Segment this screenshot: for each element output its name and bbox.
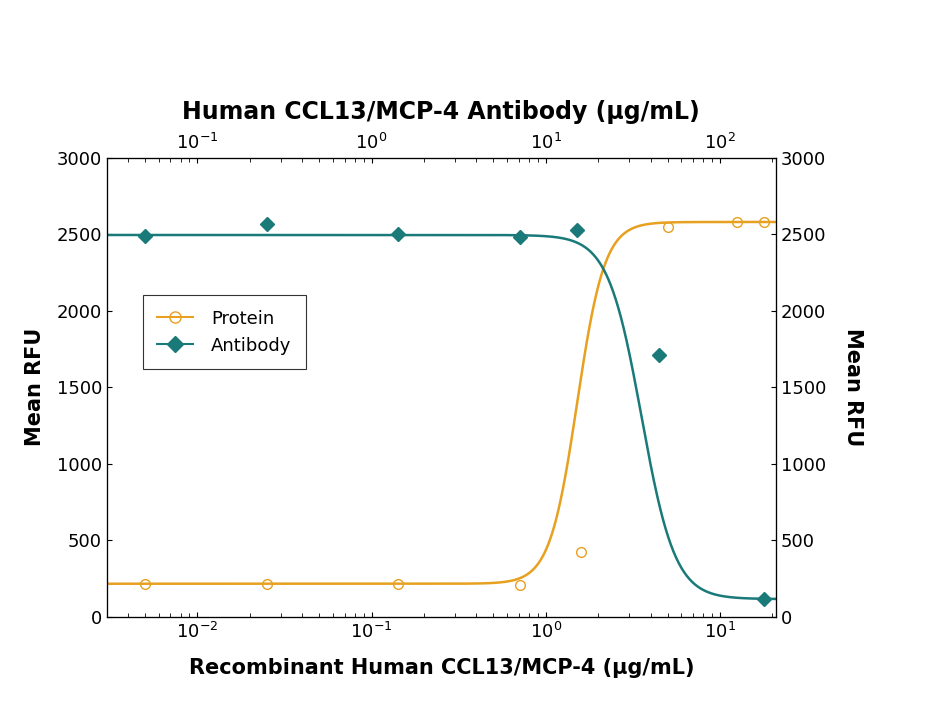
X-axis label: Human CCL13/MCP-4 Antibody (μg/mL): Human CCL13/MCP-4 Antibody (μg/mL) [182,100,700,124]
X-axis label: Recombinant Human CCL13/MCP-4 (μg/mL): Recombinant Human CCL13/MCP-4 (μg/mL) [188,658,693,678]
Y-axis label: Mean RFU: Mean RFU [25,328,45,446]
Legend: Protein, Antibody: Protein, Antibody [143,295,305,369]
Y-axis label: Mean RFU: Mean RFU [842,328,862,446]
